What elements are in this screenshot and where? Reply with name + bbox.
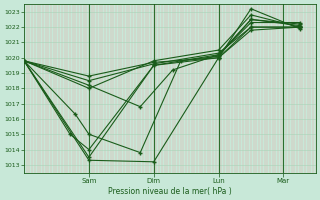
- X-axis label: Pression niveau de la mer( hPa ): Pression niveau de la mer( hPa ): [108, 187, 232, 196]
